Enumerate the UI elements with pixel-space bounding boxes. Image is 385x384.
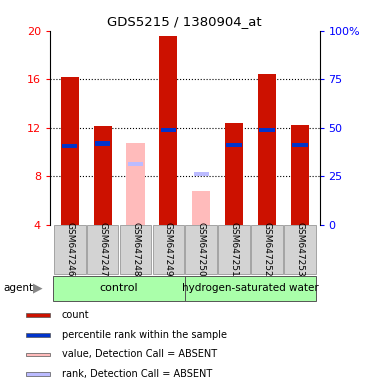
Text: GSM647250: GSM647250 bbox=[197, 222, 206, 277]
Title: GDS5215 / 1380904_at: GDS5215 / 1380904_at bbox=[107, 15, 262, 28]
Bar bbox=[159, 36, 177, 225]
Bar bbox=[259, 128, 275, 132]
Bar bbox=[128, 162, 143, 166]
FancyBboxPatch shape bbox=[87, 225, 119, 274]
Text: GSM647246: GSM647246 bbox=[65, 222, 74, 277]
Text: value, Detection Call = ABSENT: value, Detection Call = ABSENT bbox=[62, 349, 217, 359]
Bar bbox=[26, 372, 50, 376]
FancyBboxPatch shape bbox=[185, 276, 316, 301]
Bar bbox=[226, 142, 242, 147]
FancyBboxPatch shape bbox=[186, 225, 217, 274]
Text: percentile rank within the sample: percentile rank within the sample bbox=[62, 330, 227, 340]
FancyBboxPatch shape bbox=[54, 225, 85, 274]
FancyBboxPatch shape bbox=[284, 225, 316, 274]
Bar bbox=[225, 123, 243, 225]
Text: GSM647253: GSM647253 bbox=[295, 222, 304, 277]
Bar bbox=[161, 128, 176, 132]
Text: GSM647247: GSM647247 bbox=[98, 222, 107, 277]
Text: ▶: ▶ bbox=[33, 282, 42, 295]
Text: agent: agent bbox=[4, 283, 34, 293]
Text: GSM647248: GSM647248 bbox=[131, 222, 140, 277]
FancyBboxPatch shape bbox=[120, 225, 151, 274]
Bar bbox=[258, 74, 276, 225]
Bar bbox=[26, 353, 50, 356]
Text: GSM647251: GSM647251 bbox=[229, 222, 239, 277]
Bar bbox=[95, 141, 110, 146]
Bar bbox=[194, 172, 209, 176]
FancyBboxPatch shape bbox=[251, 225, 283, 274]
FancyBboxPatch shape bbox=[218, 225, 250, 274]
Bar bbox=[94, 126, 112, 225]
Text: control: control bbox=[100, 283, 138, 293]
Bar bbox=[291, 125, 309, 225]
Bar bbox=[26, 313, 50, 317]
Bar bbox=[126, 144, 144, 225]
Text: count: count bbox=[62, 310, 89, 320]
Bar bbox=[192, 191, 210, 225]
Text: GSM647252: GSM647252 bbox=[263, 222, 271, 277]
Bar bbox=[62, 144, 77, 148]
Bar bbox=[292, 142, 308, 147]
FancyBboxPatch shape bbox=[54, 276, 185, 301]
FancyBboxPatch shape bbox=[152, 225, 184, 274]
Text: hydrogen-saturated water: hydrogen-saturated water bbox=[182, 283, 319, 293]
Text: rank, Detection Call = ABSENT: rank, Detection Call = ABSENT bbox=[62, 369, 212, 379]
Text: GSM647249: GSM647249 bbox=[164, 222, 173, 277]
Bar bbox=[26, 333, 50, 336]
Bar bbox=[61, 77, 79, 225]
